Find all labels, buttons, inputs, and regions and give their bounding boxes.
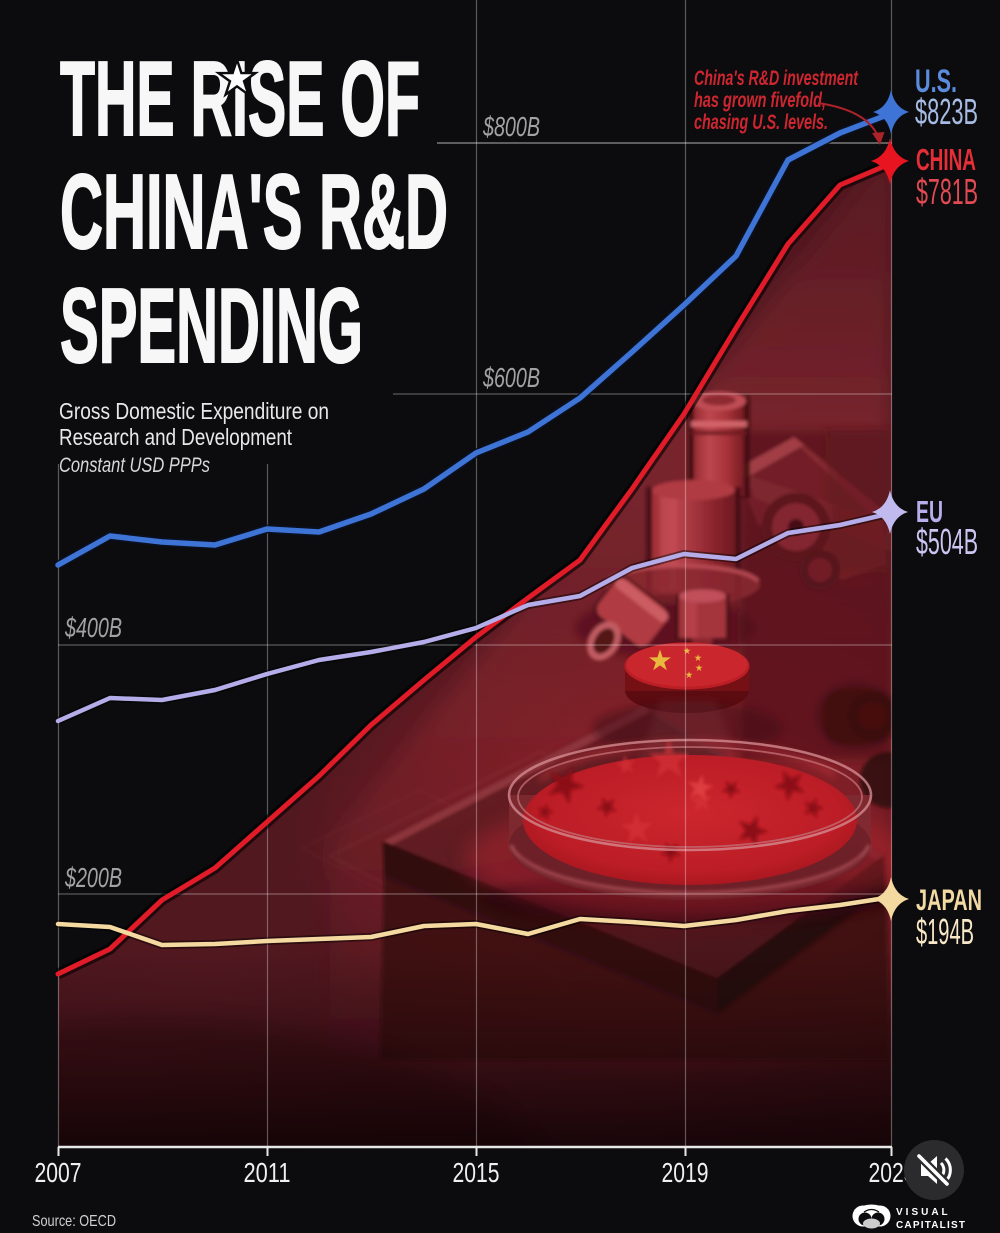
svg-text:$781B: $781B xyxy=(916,171,978,212)
svg-text:CAPITALIST: CAPITALIST xyxy=(896,1220,966,1231)
svg-text:CHINA'S R&D: CHINA'S R&D xyxy=(60,153,448,271)
svg-text:2015: 2015 xyxy=(453,1157,500,1188)
svg-text:China's R&D investment: China's R&D investment xyxy=(694,67,859,90)
svg-text:$400B: $400B xyxy=(64,612,122,643)
svg-text:$800B: $800B xyxy=(482,111,540,142)
svg-text:CHINA: CHINA xyxy=(916,142,976,177)
svg-text:THE RISE OF: THE RISE OF xyxy=(60,40,420,158)
svg-text:chasing U.S. levels.: chasing U.S. levels. xyxy=(694,111,828,134)
svg-text:$194B: $194B xyxy=(916,911,974,952)
svg-text:2011: 2011 xyxy=(244,1157,291,1188)
svg-text:Research and Development: Research and Development xyxy=(59,424,292,450)
svg-text:SPENDING: SPENDING xyxy=(60,267,363,385)
svg-text:$600B: $600B xyxy=(482,362,540,393)
svg-text:2007: 2007 xyxy=(35,1157,82,1188)
svg-text:2019: 2019 xyxy=(662,1157,709,1188)
svg-text:VISUAL: VISUAL xyxy=(896,1207,951,1218)
svg-text:$823B: $823B xyxy=(915,91,978,132)
svg-text:has grown fivefold,: has grown fivefold, xyxy=(694,89,826,112)
svg-text:U.S.: U.S. xyxy=(915,63,957,99)
svg-text:$504B: $504B xyxy=(916,521,978,562)
svg-text:Constant USD PPPs: Constant USD PPPs xyxy=(59,454,210,477)
svg-text:EU: EU xyxy=(916,494,943,529)
svg-text:JAPAN: JAPAN xyxy=(916,884,982,917)
svg-text:$200B: $200B xyxy=(64,862,122,893)
svg-text:Gross Domestic Expenditure on: Gross Domestic Expenditure on xyxy=(59,398,329,424)
svg-text:Source: OECD: Source: OECD xyxy=(32,1213,116,1230)
